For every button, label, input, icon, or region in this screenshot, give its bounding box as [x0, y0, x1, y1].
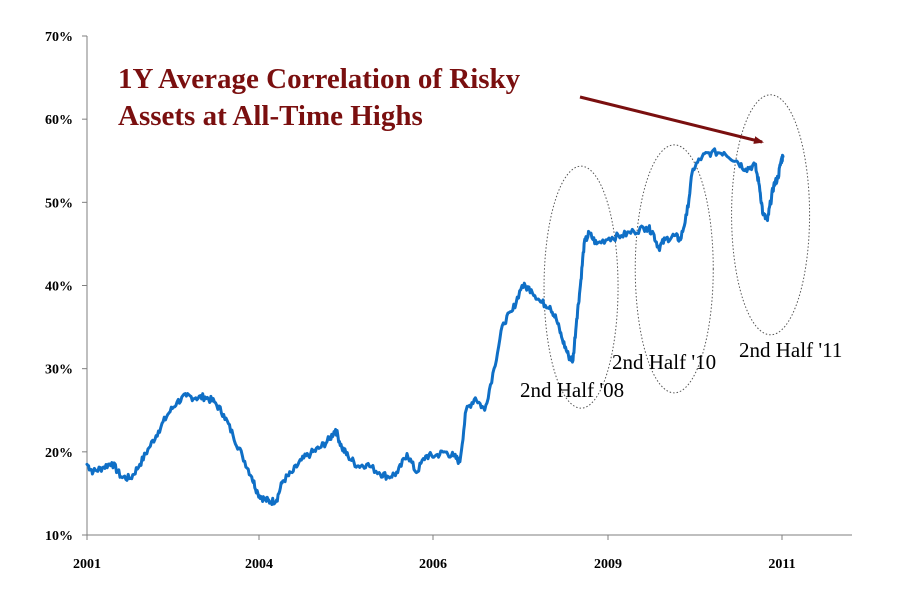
x-tick-label: 2009	[594, 557, 622, 572]
y-tick-label: 40%	[45, 280, 73, 295]
annotation-label-2nd-half-10: 2nd Half '10	[612, 350, 716, 374]
highlight-ellipse	[634, 144, 714, 394]
y-axis-ticks: 10% 20% 30% 40% 50% 60% 70%	[45, 30, 87, 544]
title-arrow	[579, 95, 764, 144]
annotation-label-2nd-half-11: 2nd Half '11	[739, 338, 842, 362]
x-tick-label: 2006	[419, 557, 447, 572]
chart-title-line-2: Assets at All-Time Highs	[118, 100, 423, 132]
y-tick-label: 50%	[45, 196, 73, 211]
x-tick-label: 2004	[245, 557, 273, 572]
annotation-label-2nd-half-08: 2nd Half '08	[520, 378, 624, 402]
highlight-ellipse	[543, 165, 619, 409]
y-tick-label: 10%	[45, 529, 73, 544]
chart-title-line-1: 1Y Average Correlation of Risky	[118, 63, 521, 95]
y-tick-label: 20%	[45, 446, 73, 461]
x-tick-label: 2011	[768, 557, 795, 572]
highlight-ellipse	[731, 94, 811, 336]
y-tick-label: 60%	[45, 113, 73, 128]
y-tick-label: 30%	[45, 363, 73, 378]
x-axis-ticks: 2001 2004 2006 2009 2011	[73, 535, 796, 572]
x-tick-label: 2001	[73, 557, 101, 572]
series-line-correlation	[85, 147, 785, 506]
highlight-ellipses	[543, 94, 811, 409]
y-tick-label: 70%	[45, 30, 73, 45]
